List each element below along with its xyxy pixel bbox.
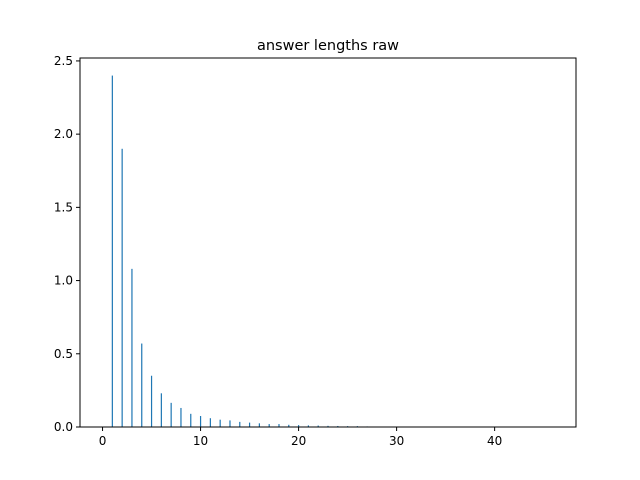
bar-23 (327, 425, 329, 427)
bar-24 (337, 425, 339, 427)
x-tick-label: 30 (389, 434, 404, 448)
x-tick-label: 10 (193, 434, 208, 448)
bar-20 (297, 425, 300, 427)
bar-14 (239, 421, 241, 428)
bar-21 (307, 425, 309, 427)
x-tick-label: 0 (99, 434, 107, 448)
bar-4 (141, 343, 143, 427)
bar-12 (219, 419, 221, 427)
bar-19 (288, 424, 290, 427)
bar-1 (111, 75, 113, 427)
chart-title: answer lengths raw (257, 38, 399, 54)
bar-2 (121, 148, 123, 428)
x-tick-label: 40 (487, 434, 502, 448)
bar-13 (229, 420, 231, 427)
bar-8 (180, 407, 182, 427)
y-tick-label: 2.0 (54, 127, 73, 141)
y-tick-label: 2.5 (54, 54, 73, 68)
bar-16 (258, 423, 260, 427)
y-tick-label: 1.5 (54, 200, 73, 214)
bar-10 (199, 416, 202, 427)
bar-5 (150, 375, 153, 427)
bar-11 (209, 418, 211, 427)
bar-22 (317, 425, 319, 427)
y-tick-label: 1.0 (54, 274, 73, 288)
bar-17 (268, 424, 270, 427)
y-tick-label: 0.0 (54, 420, 73, 434)
bars-group (111, 75, 555, 428)
bar-7 (170, 402, 172, 427)
bar-3 (131, 268, 133, 427)
x-axis-ticks: 0 10 20 30 40 (99, 427, 502, 448)
bar-18 (278, 424, 280, 427)
y-tick-label: 0.5 (54, 347, 73, 361)
bar-15 (248, 422, 251, 427)
plot-frame (79, 57, 577, 428)
bar-6 (160, 393, 162, 427)
bar-9 (190, 413, 192, 427)
y-axis-ticks: 0.0 0.5 1.0 1.5 2.0 2.5 (54, 54, 80, 434)
x-tick-label: 20 (291, 434, 306, 448)
